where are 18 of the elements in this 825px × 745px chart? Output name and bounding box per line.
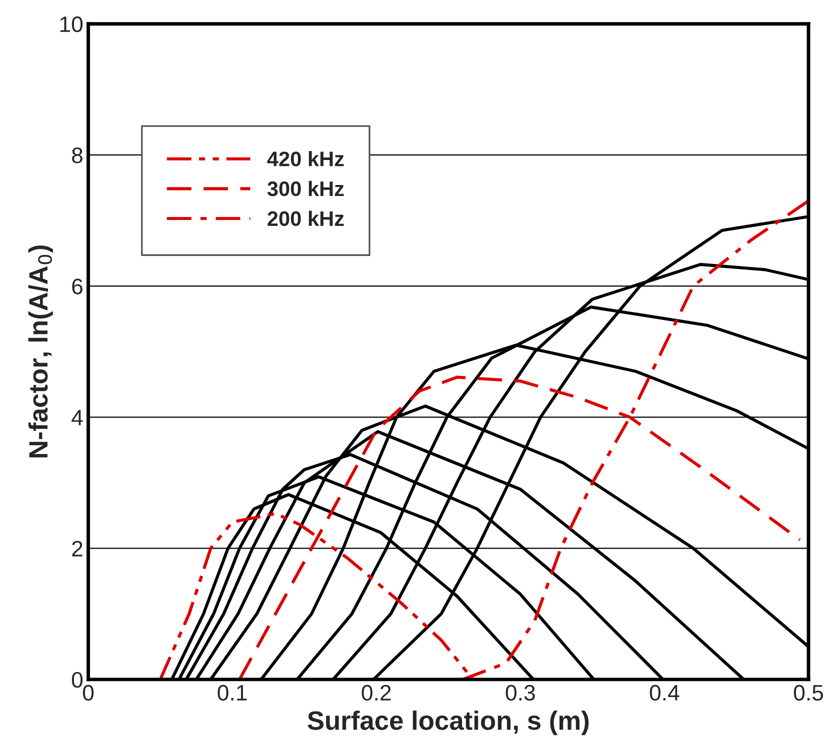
y-tick-label: 8 xyxy=(72,147,82,164)
y-tick-label: 2 xyxy=(72,540,82,556)
legend-label: 300 kHz xyxy=(267,180,344,196)
x-tick-label: 0 xyxy=(82,684,94,701)
y-tick-label: 6 xyxy=(72,278,82,294)
line-series xyxy=(461,199,808,680)
y-tick-label: 10 xyxy=(60,16,83,32)
x-tick-label: 0.2 xyxy=(362,684,391,701)
x-tick-label: 0.5 xyxy=(794,684,824,701)
y-axis-title: N-factor, ln(A/A$_{0}$) xyxy=(28,245,53,458)
legend-label: 200 kHz xyxy=(268,210,344,226)
legend-label: 420 kHz xyxy=(267,151,344,166)
y-tick-label: 4 xyxy=(72,410,83,426)
y-tick-label: 0 xyxy=(72,672,83,688)
x-tick-label: 0.3 xyxy=(506,684,535,701)
x-tick-label: 0.1 xyxy=(218,684,247,701)
x-axis-title: Surface location, s (m) xyxy=(308,710,589,736)
x-tick-label: 0.4 xyxy=(650,684,680,701)
